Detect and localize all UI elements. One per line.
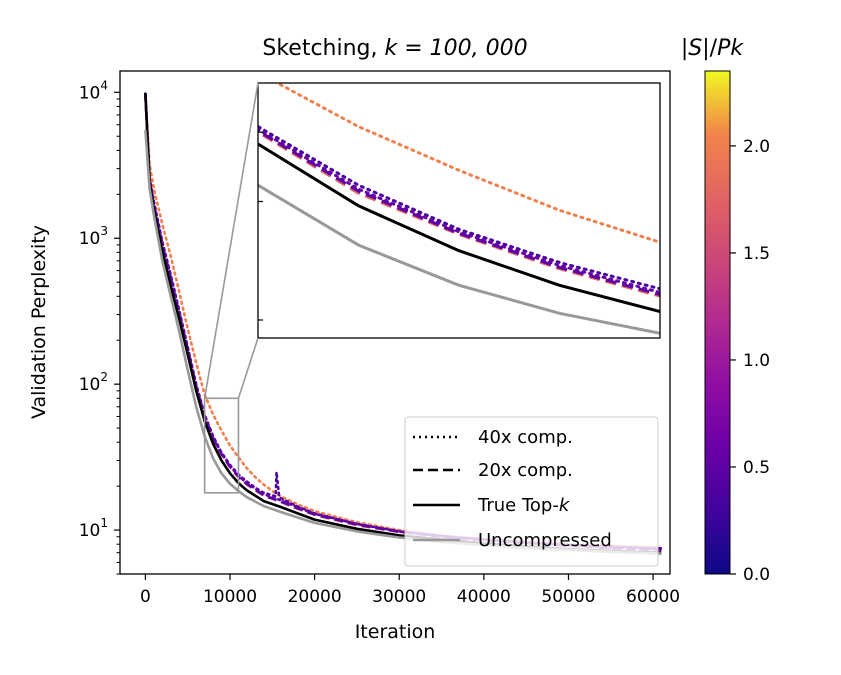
inset-background <box>258 83 660 338</box>
x-tick-label: 40000 <box>457 587 511 607</box>
x-tick-label: 30000 <box>372 587 426 607</box>
connector-line-top <box>203 82 259 399</box>
colorbar-tick-label: 1.5 <box>743 244 770 264</box>
zoom-rectangle <box>203 397 240 494</box>
legend-label-40x: 40x comp. <box>478 427 573 448</box>
colorbar-tick-label: 2.0 <box>743 137 770 157</box>
zoom-connectors <box>203 82 259 399</box>
x-tick-label: 50000 <box>541 587 595 607</box>
colorbar-label: |S|/Pk <box>681 36 744 61</box>
x-tick-label: 60000 <box>626 587 680 607</box>
colorbar-gradient <box>704 70 731 575</box>
y-tick-label: 101 <box>79 516 108 541</box>
legend-label-topk: True Top-k <box>477 495 571 516</box>
legend: 40x comp. 20x comp. True Top-k Uncompres… <box>404 416 659 567</box>
connector-line-bottom <box>237 337 259 399</box>
inset-plot <box>257 82 661 339</box>
inset-frame <box>257 82 661 339</box>
colorbar: |S|/Pk 0.0 0.5 1.0 1.5 2.0 <box>681 36 770 585</box>
x-tick-label: 20000 <box>288 587 342 607</box>
colorbar-tick-label: 0.0 <box>743 565 770 585</box>
colorbar-tick-label: 1.0 <box>743 351 770 371</box>
inset-ticks <box>258 131 263 321</box>
x-axis-label: Iteration <box>355 621 436 643</box>
legend-label-20x: 20x comp. <box>478 460 573 481</box>
legend-label-uncompressed: Uncompressed <box>478 530 612 551</box>
y-tick-label: 102 <box>79 370 108 395</box>
zoom-region <box>203 397 240 494</box>
x-tick-label: 10000 <box>203 587 257 607</box>
main-plot-frame <box>119 70 671 575</box>
y-tick-label: 103 <box>79 224 108 249</box>
colorbar-ticks: 0.0 0.5 1.0 1.5 2.0 <box>730 137 770 585</box>
x-axis: 0 10000 20000 30000 40000 50000 60000 <box>140 574 680 607</box>
y-axis-label: Validation Perplexity <box>28 225 50 419</box>
colorbar-tick-label: 0.5 <box>743 458 770 478</box>
y-tick-label: 104 <box>79 78 108 103</box>
y-axis: 101 102 103 104 <box>79 78 120 575</box>
x-tick-label: 0 <box>140 587 151 607</box>
chart-title: Sketching, k = 100, 000 <box>262 36 527 61</box>
